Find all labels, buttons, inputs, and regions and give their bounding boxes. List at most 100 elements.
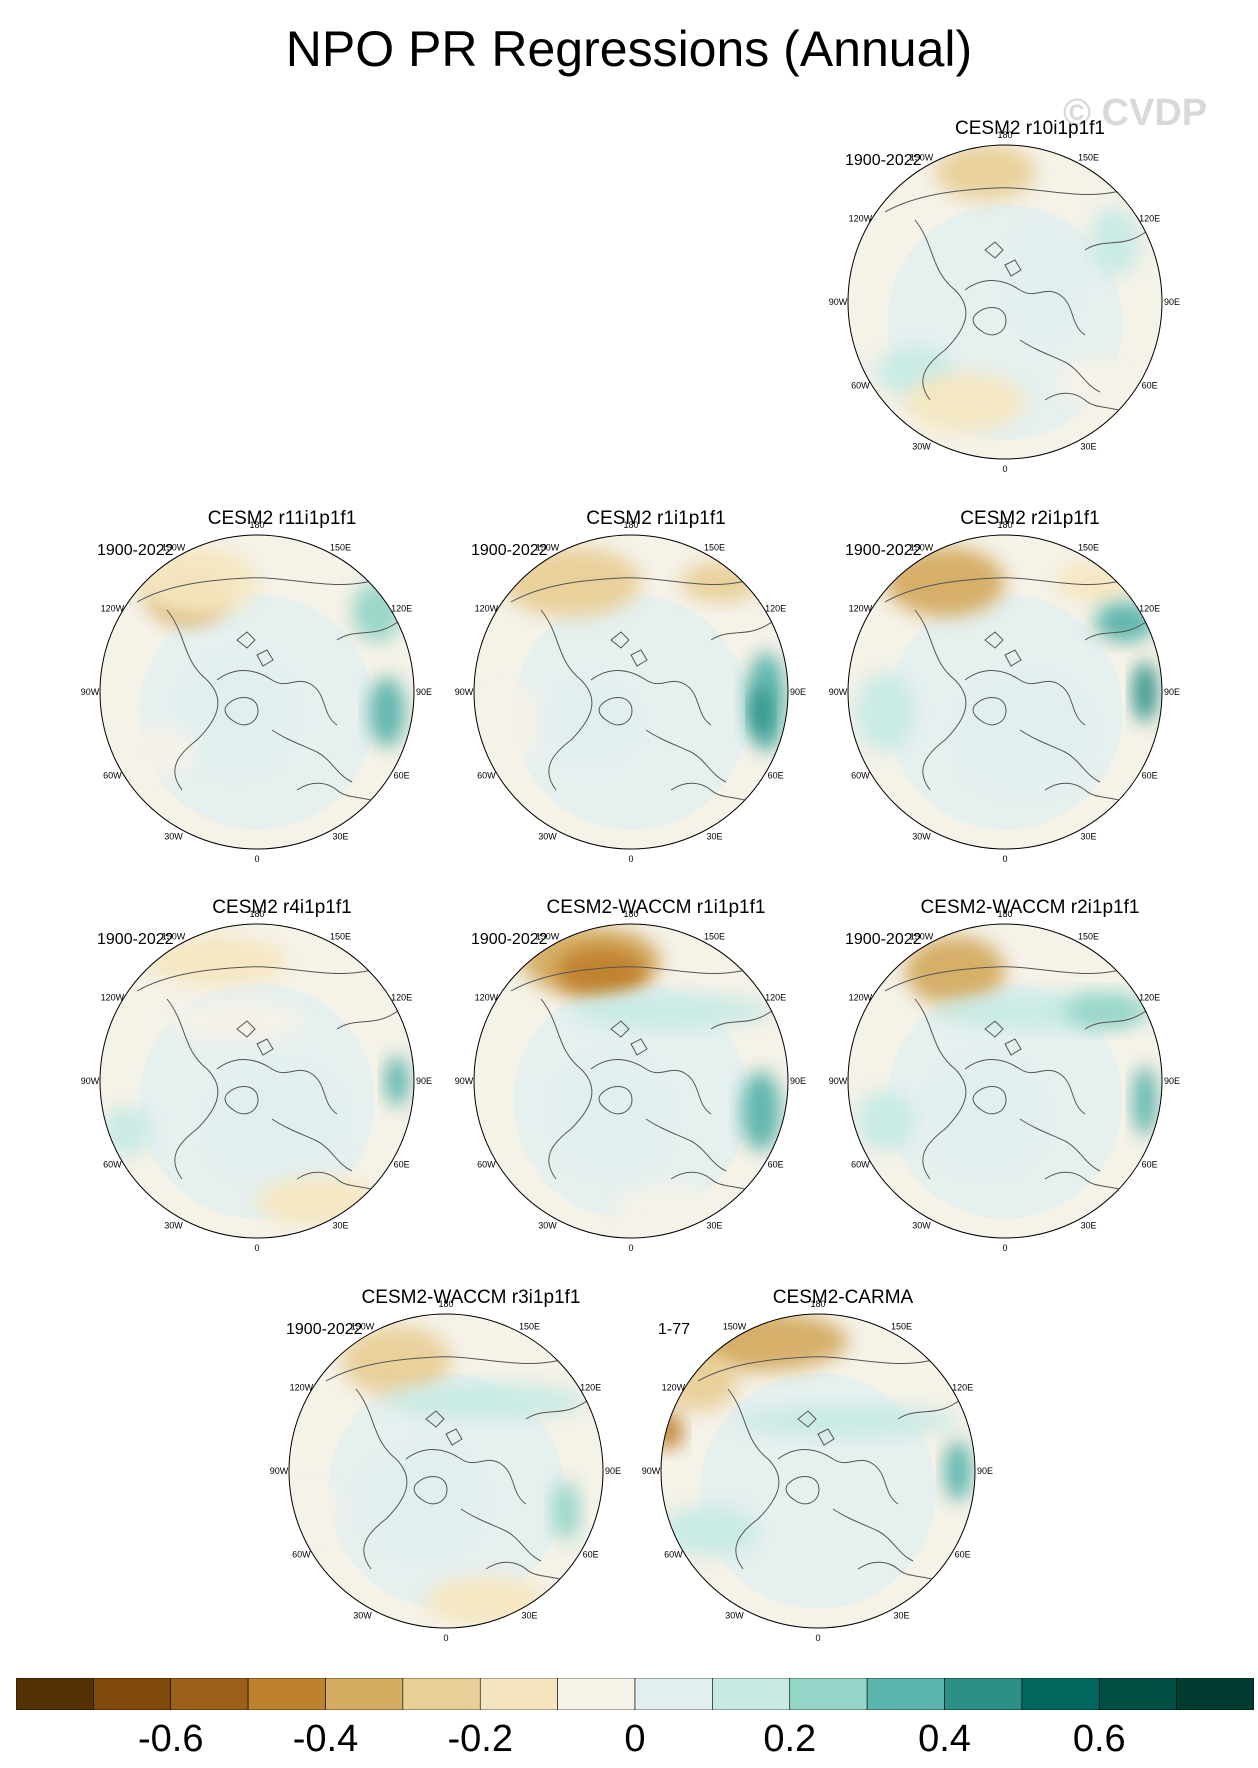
panel-title: CESM2 r2i1p1f1 [960, 508, 1100, 529]
longitude-label: 120E [765, 993, 786, 1003]
longitude-label: 60W [292, 1550, 311, 1560]
coastline [413, 1476, 448, 1505]
field-anomaly [369, 677, 405, 747]
longitude-label: 90E [977, 1466, 993, 1476]
coastline [1044, 1171, 1131, 1195]
longitude-label: 120E [580, 1383, 601, 1393]
colorbar-tick-label: -0.4 [292, 1718, 359, 1760]
field-anomaly [751, 687, 771, 737]
panel-period: 1900-2022 [471, 542, 548, 559]
panel-title: CESM2-WACCM r2i1p1f1 [920, 897, 1140, 918]
longitude-label: 120W [849, 214, 873, 224]
longitude-label: 90W [270, 1466, 289, 1476]
longitude-label: 150W [162, 931, 186, 941]
coastline [972, 697, 1007, 726]
coastline [610, 1020, 648, 1056]
longitude-label: 120W [475, 604, 499, 614]
longitude-label: 120E [765, 604, 786, 614]
field-anomaly [1133, 1066, 1157, 1136]
longitude-label: 150W [910, 152, 934, 162]
longitude-label: 60W [851, 381, 870, 391]
longitude-label: 150E [891, 1321, 912, 1331]
field-anomaly [1090, 207, 1140, 277]
colorbar-swatch [479, 1677, 558, 1711]
longitude-label: 60W [851, 771, 870, 781]
coastline [984, 1020, 1022, 1056]
polar-map: 180 150E 120E 90E 60E 30E 0 30W 60W 90W 120W 150W [642, 1299, 993, 1643]
colorbar-swatch [15, 1677, 94, 1711]
panel-period: 1900-2022 [97, 542, 174, 559]
coastline [670, 782, 757, 806]
longitude-label: 120W [662, 1383, 686, 1393]
coastline [540, 609, 593, 791]
longitude-label: 0 [443, 1633, 448, 1643]
map-panel: CESM2-CARMA 1-77 180 150E 120E 90E 60E 30E 0 30… [642, 1287, 1028, 1647]
longitude-label: 30W [912, 832, 931, 842]
longitude-label: 150E [519, 1321, 540, 1331]
longitude-label: 180 [997, 520, 1012, 530]
longitude-label: 150E [1078, 152, 1099, 162]
longitude-label: 60E [583, 1550, 599, 1560]
field-anomaly [551, 1051, 671, 1171]
longitude-label: 90E [1164, 687, 1180, 697]
coastline [485, 1561, 572, 1585]
longitude-label: 150E [704, 931, 725, 941]
coastline [236, 631, 274, 667]
colorbar-tick-label: 0.6 [1072, 1718, 1126, 1760]
longitude-label: 60E [1142, 771, 1158, 781]
colorbar-labels: -0.6 -0.4 -0.2 0 0.2 0.4 0.6 [16, 1718, 1254, 1768]
colorbar [15, 1677, 1255, 1711]
panel-period: 1-77 [658, 1321, 691, 1338]
longitude-label: 60E [394, 771, 410, 781]
coastline [1019, 339, 1101, 393]
field-anomaly [385, 1056, 409, 1106]
longitude-label: 60E [394, 1160, 410, 1170]
field-anomaly [556, 946, 646, 996]
longitude-label: 120E [952, 1383, 973, 1393]
field-anomaly [341, 1326, 451, 1396]
longitude-label: 60W [477, 771, 496, 781]
longitude-label: 60W [851, 1160, 870, 1170]
map-boundary [288, 1313, 604, 1629]
field-anomaly [501, 547, 641, 617]
coastline [777, 1449, 899, 1505]
longitude-label: 120W [101, 604, 125, 614]
longitude-label: 0 [628, 854, 633, 864]
field-anomaly [1010, 222, 1080, 342]
longitude-label: 150W [910, 542, 934, 552]
panel-period: 1900-2022 [845, 931, 922, 948]
field-anomaly [291, 1481, 341, 1541]
colorbar-tick-label: -0.2 [447, 1718, 513, 1760]
field-anomaly [925, 1051, 1045, 1171]
colorbar-swatch [634, 1677, 713, 1711]
coastline [236, 1020, 274, 1056]
coastline [598, 697, 633, 726]
field-anomaly [955, 672, 1095, 792]
coastline [425, 1410, 463, 1446]
field-anomaly [855, 672, 915, 752]
colorbar-tick-label: -0.6 [138, 1718, 204, 1760]
field-anomaly [738, 1405, 958, 1437]
field-anomaly [177, 652, 297, 772]
longitude-label: 30E [706, 1221, 722, 1231]
coastline [645, 1118, 727, 1172]
longitude-label: 120E [391, 604, 412, 614]
longitude-label: 30E [706, 832, 722, 842]
longitude-label: 150W [723, 1321, 747, 1331]
coastline [216, 1059, 338, 1115]
colorbar-swatch [944, 1677, 1023, 1711]
panel-title: CESM2 r10i1p1f1 [955, 118, 1105, 139]
field-anomaly [661, 1506, 758, 1556]
longitude-label: 30E [1080, 442, 1096, 452]
coastline [670, 1171, 757, 1195]
panel-period: 1900-2022 [845, 152, 922, 169]
longitude-label: 90E [416, 687, 432, 697]
polar-map: 180 150E 120E 90E 60E 30E 0 30W 60W 90W 120W 150W [81, 520, 432, 864]
longitude-label: 60W [103, 771, 122, 781]
longitude-label: 180 [997, 130, 1012, 140]
coastline [832, 1508, 914, 1562]
coastline [1044, 782, 1131, 806]
longitude-label: 60W [664, 1550, 683, 1560]
longitude-label: 60E [768, 771, 784, 781]
longitude-label: 180 [623, 909, 638, 919]
